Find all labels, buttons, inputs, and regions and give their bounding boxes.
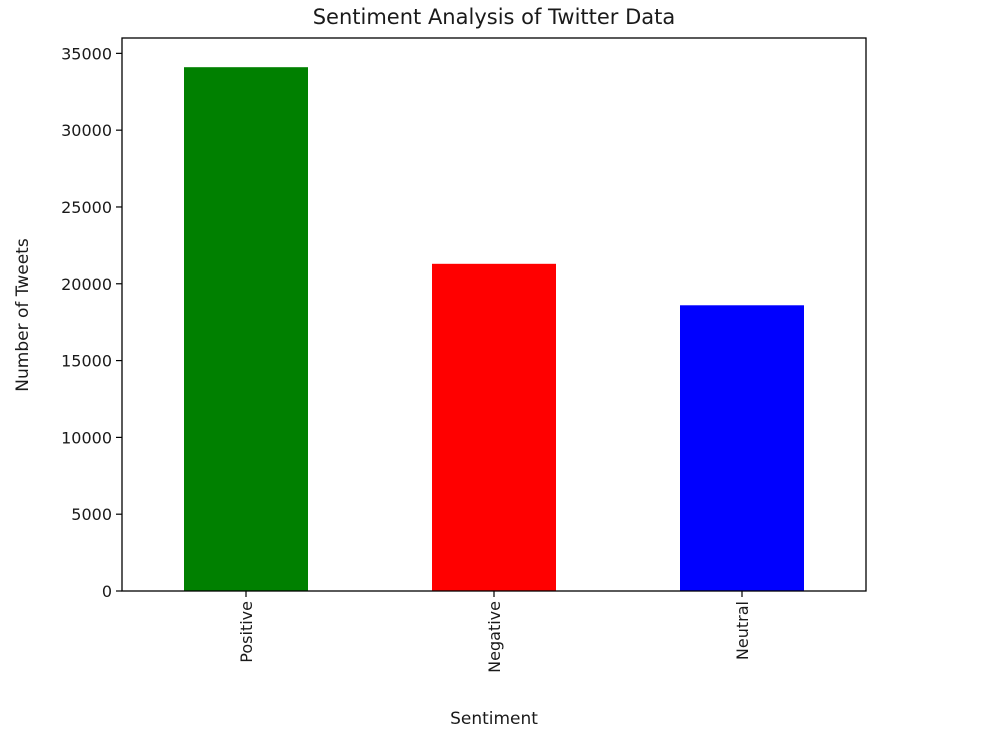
y-tick-label: 35000 bbox=[61, 44, 112, 63]
bar-negative bbox=[432, 263, 556, 591]
bars-group bbox=[184, 67, 804, 592]
y-tick-label: 0 bbox=[102, 582, 112, 601]
y-tick-label: 10000 bbox=[61, 428, 112, 447]
x-tick-label: Positive bbox=[237, 601, 256, 663]
bar-neutral bbox=[680, 305, 804, 591]
y-tick-label: 25000 bbox=[61, 198, 112, 217]
x-axis-ticks: Positive Negative Neutral bbox=[237, 591, 752, 673]
y-axis-label: Number of Tweets bbox=[13, 238, 33, 392]
x-tick-label: Neutral bbox=[733, 601, 752, 660]
bar-positive bbox=[184, 67, 308, 592]
y-tick-label: 5000 bbox=[71, 505, 112, 524]
y-tick-label: 30000 bbox=[61, 121, 112, 140]
y-tick-label: 20000 bbox=[61, 275, 112, 294]
y-axis-ticks: 0 5000 10000 15000 20000 25000 30000 35000 bbox=[61, 44, 122, 601]
plot-frame bbox=[121, 37, 867, 592]
y-tick-label: 15000 bbox=[61, 352, 112, 371]
x-tick-label: Negative bbox=[485, 601, 504, 673]
chart-title: Sentiment Analysis of Twitter Data bbox=[313, 5, 676, 29]
x-axis-label: Sentiment bbox=[450, 709, 538, 729]
